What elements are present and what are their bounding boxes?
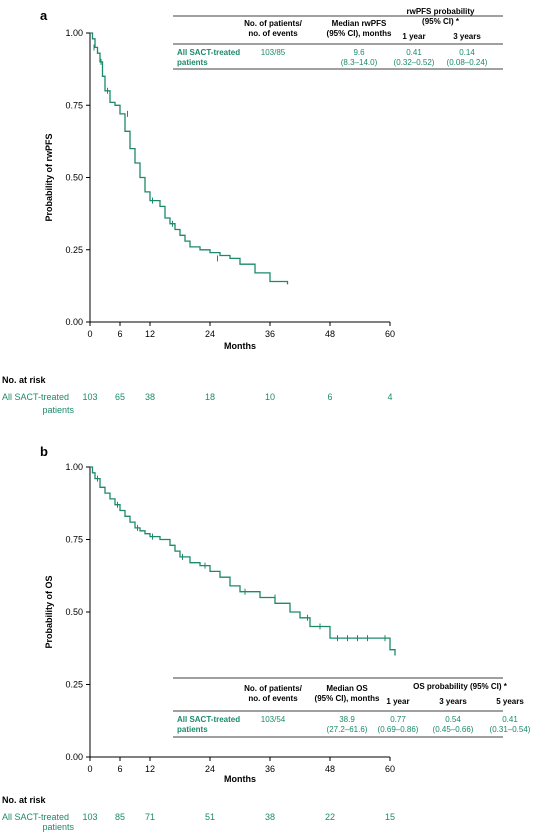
table-row-label: All SACT-treated bbox=[177, 715, 240, 724]
table-col-patients: no. of events bbox=[248, 29, 298, 38]
table-row-label: patients bbox=[177, 725, 208, 734]
table-col-prob: OS probability (95% CI) * bbox=[413, 682, 508, 691]
x-tick-label: 0 bbox=[87, 329, 92, 339]
survival-curve bbox=[90, 32, 289, 285]
risk-value: 71 bbox=[145, 812, 155, 822]
table-col-prob: rwPFS probability bbox=[406, 7, 475, 16]
panel-letter: a bbox=[40, 8, 48, 23]
x-tick-label: 48 bbox=[325, 329, 335, 339]
risk-value: 103 bbox=[82, 392, 97, 402]
panel-b: b 0.00 0.25 0.50 0.75 1.00 0 6 12 24 36 48 60 Probabi… bbox=[2, 444, 531, 832]
summary-table: No. of patients/no. of events Median OS(9… bbox=[173, 677, 531, 738]
table-col-prob: (95% CI) * bbox=[422, 17, 460, 26]
table-median-ci: (27.2–61.6) bbox=[327, 725, 368, 734]
risk-value: 38 bbox=[265, 812, 275, 822]
table-col-patients: no. of events bbox=[248, 694, 298, 703]
x-tick-label: 60 bbox=[385, 329, 395, 339]
table-prob-ci: (0.45–0.66) bbox=[433, 725, 474, 734]
table-col-patients: No. of patients/ bbox=[244, 19, 303, 28]
panel-letter: b bbox=[40, 444, 48, 459]
risk-value: 65 bbox=[115, 392, 125, 402]
table-col-median: Median OS bbox=[326, 684, 368, 693]
risk-value: 4 bbox=[387, 392, 392, 402]
risk-value: 15 bbox=[385, 812, 395, 822]
table-subcol: 3 years bbox=[453, 32, 481, 41]
table-prob-value: 0.41 bbox=[502, 715, 518, 724]
table-prob-ci: (0.31–0.54) bbox=[490, 725, 531, 734]
table-col-median: Median rwPFS bbox=[332, 19, 387, 28]
y-tick-label: 0.50 bbox=[65, 607, 83, 617]
summary-table: No. of patients/no. of events Median rwPF… bbox=[173, 7, 503, 70]
y-axis-title: Probability of OS bbox=[44, 575, 54, 648]
risk-value: 85 bbox=[115, 812, 125, 822]
x-tick-label: 6 bbox=[117, 764, 122, 774]
table-col-patients: No. of patients/ bbox=[244, 684, 303, 693]
table-patients-value: 103/54 bbox=[261, 715, 286, 724]
table-patients-value: 103/85 bbox=[261, 48, 286, 57]
table-subcol: 1 year bbox=[402, 32, 425, 41]
table-prob-ci: (0.08–0.24) bbox=[447, 58, 488, 67]
risk-value: 18 bbox=[205, 392, 215, 402]
x-tick-label: 12 bbox=[145, 329, 155, 339]
x-tick-label: 60 bbox=[385, 764, 395, 774]
table-prob-value: 0.41 bbox=[406, 48, 422, 57]
table-subcol: 3 years bbox=[439, 697, 467, 706]
survival-curve bbox=[90, 466, 396, 656]
risk-value: 38 bbox=[145, 392, 155, 402]
table-prob-value: 0.14 bbox=[459, 48, 475, 57]
x-tick-label: 48 bbox=[325, 764, 335, 774]
y-tick-label: 0.75 bbox=[65, 535, 83, 545]
x-axis-title: Months bbox=[224, 774, 256, 784]
y-tick-label: 1.00 bbox=[65, 28, 83, 38]
risk-value: 103 bbox=[82, 812, 97, 822]
risk-title: No. at risk bbox=[2, 375, 47, 385]
table-col-median: (95% CI), months bbox=[315, 694, 380, 703]
risk-group-label: patients bbox=[42, 822, 74, 832]
table-prob-ci: (0.32–0.52) bbox=[394, 58, 435, 67]
y-axis-title: Probability of rwPFS bbox=[44, 133, 54, 221]
table-col-median: (95% CI), months bbox=[327, 29, 392, 38]
x-tick-label: 6 bbox=[117, 329, 122, 339]
x-axis-title: Months bbox=[224, 341, 256, 351]
table-median-value: 9.6 bbox=[353, 48, 365, 57]
y-tick-label: 0.50 bbox=[65, 173, 83, 183]
risk-value: 6 bbox=[327, 392, 332, 402]
x-tick-label: 0 bbox=[87, 764, 92, 774]
y-tick-label: 0.25 bbox=[65, 245, 83, 255]
table-subcol: 1 year bbox=[386, 697, 409, 706]
table-median-value: 38.9 bbox=[339, 715, 355, 724]
y-tick-label: 1.00 bbox=[65, 462, 83, 472]
y-tick-label: 0.75 bbox=[65, 100, 83, 110]
risk-group-label: All SACT-treated bbox=[2, 812, 69, 822]
panel-a: a 0.00 0.25 0.50 0.75 1.00 0 6 12 24 36 48 60 Probabi… bbox=[2, 7, 503, 415]
table-row-label: patients bbox=[177, 58, 208, 67]
x-tick-label: 24 bbox=[205, 764, 215, 774]
table-median-ci: (8.3–14.0) bbox=[341, 58, 378, 67]
risk-value: 22 bbox=[325, 812, 335, 822]
risk-group-label: patients bbox=[42, 405, 74, 415]
table-row-label: All SACT-treated bbox=[177, 48, 240, 57]
y-tick-label: 0.00 bbox=[65, 317, 83, 327]
x-tick-label: 24 bbox=[205, 329, 215, 339]
table-prob-value: 0.77 bbox=[390, 715, 406, 724]
y-tick-label: 0.25 bbox=[65, 680, 83, 690]
table-subcol: 5 years bbox=[496, 697, 524, 706]
risk-title: No. at risk bbox=[2, 795, 47, 805]
x-tick-label: 36 bbox=[265, 329, 275, 339]
table-prob-ci: (0.69–0.86) bbox=[378, 725, 419, 734]
x-tick-label: 12 bbox=[145, 764, 155, 774]
risk-group-label: All SACT-treated bbox=[2, 392, 69, 402]
y-tick-label: 0.00 bbox=[65, 752, 83, 762]
table-prob-value: 0.54 bbox=[445, 715, 461, 724]
risk-value: 51 bbox=[205, 812, 215, 822]
risk-value: 10 bbox=[265, 392, 275, 402]
x-tick-label: 36 bbox=[265, 764, 275, 774]
